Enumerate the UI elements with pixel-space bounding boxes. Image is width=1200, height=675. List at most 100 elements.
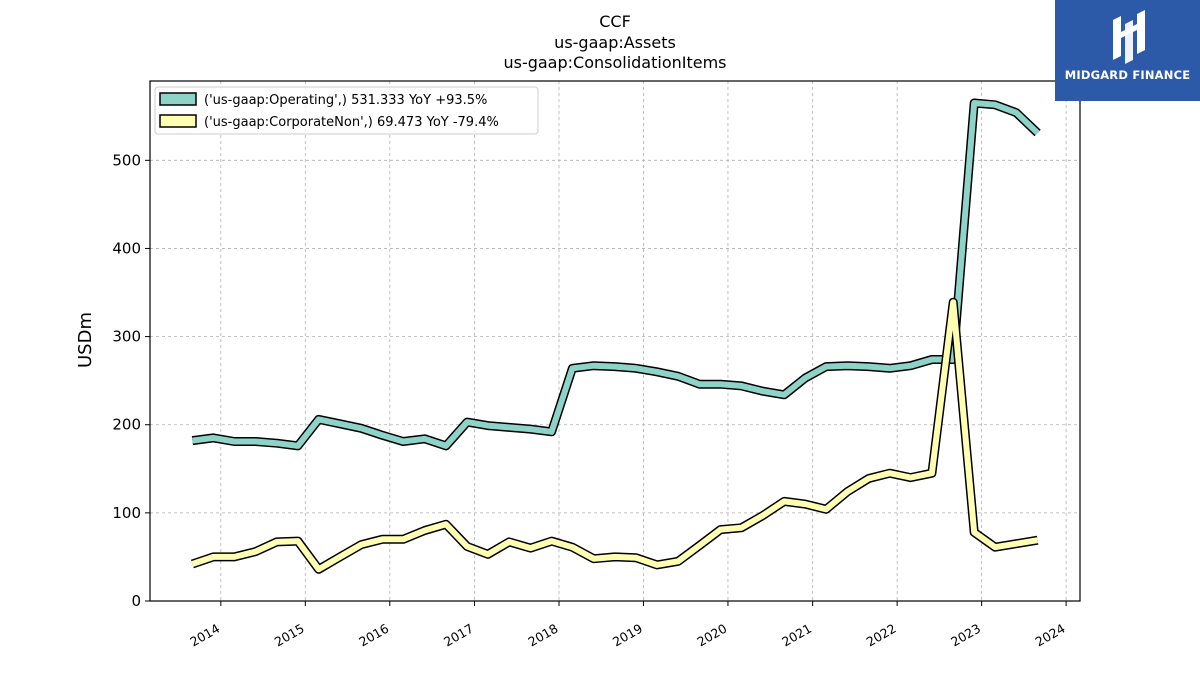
data-point bbox=[720, 529, 721, 530]
x-tick-label: 2019 bbox=[610, 621, 645, 650]
data-point bbox=[446, 524, 447, 525]
data-point bbox=[974, 532, 975, 533]
x-tick-label: 2017 bbox=[441, 621, 476, 650]
data-point bbox=[805, 378, 806, 379]
data-point bbox=[953, 359, 954, 360]
data-point bbox=[487, 554, 488, 555]
data-point bbox=[1016, 112, 1017, 113]
data-point bbox=[297, 541, 298, 542]
data-point bbox=[530, 429, 531, 430]
midgard-logo-mark-icon bbox=[1113, 10, 1145, 64]
data-point bbox=[424, 530, 425, 531]
x-tick-label: 2015 bbox=[272, 621, 307, 650]
data-point bbox=[931, 359, 932, 360]
data-point bbox=[318, 419, 319, 420]
data-point bbox=[234, 441, 235, 442]
x-tick-label: 2020 bbox=[694, 621, 729, 650]
data-point bbox=[1037, 540, 1038, 541]
data-point bbox=[509, 541, 510, 542]
data-point bbox=[995, 547, 996, 548]
data-point bbox=[234, 556, 235, 557]
data-point bbox=[762, 515, 763, 516]
data-point bbox=[931, 473, 932, 474]
y-tick-label: 100 bbox=[112, 504, 141, 522]
data-point bbox=[741, 527, 742, 528]
data-point bbox=[403, 441, 404, 442]
data-point bbox=[572, 547, 573, 548]
data-point bbox=[361, 428, 362, 429]
series-line bbox=[192, 100, 1040, 449]
data-point bbox=[847, 491, 848, 492]
data-point bbox=[255, 551, 256, 552]
data-point bbox=[656, 371, 657, 372]
data-point bbox=[446, 445, 447, 446]
series-1 bbox=[190, 297, 1039, 574]
legend-swatch-corporatenon bbox=[159, 114, 197, 128]
data-point bbox=[615, 556, 616, 557]
data-point bbox=[1016, 543, 1017, 544]
data-point bbox=[889, 368, 890, 369]
data-point bbox=[255, 441, 256, 442]
data-point bbox=[868, 478, 869, 479]
data-point bbox=[593, 558, 594, 559]
data-point bbox=[382, 435, 383, 436]
y-axis: 0 100 200 300 400 500 bbox=[112, 151, 150, 610]
plot-frame bbox=[149, 80, 1081, 602]
data-point bbox=[382, 539, 383, 540]
data-point bbox=[276, 443, 277, 444]
data-point bbox=[318, 569, 319, 570]
data-point bbox=[995, 104, 996, 105]
data-point bbox=[826, 366, 827, 367]
y-tick-label: 0 bbox=[131, 592, 141, 610]
data-point bbox=[467, 546, 468, 547]
data-point bbox=[910, 477, 911, 478]
data-point bbox=[805, 504, 806, 505]
data-point bbox=[762, 391, 763, 392]
data-point bbox=[615, 366, 616, 367]
y-tick-label: 400 bbox=[112, 239, 141, 257]
data-point bbox=[487, 425, 488, 426]
legend-box bbox=[154, 86, 539, 135]
data-point bbox=[340, 423, 341, 424]
data-point bbox=[636, 368, 637, 369]
data-point bbox=[656, 564, 657, 565]
data-point bbox=[530, 548, 531, 549]
series-line bbox=[191, 299, 1039, 573]
data-point bbox=[276, 541, 277, 542]
data-point bbox=[572, 368, 573, 369]
data-point bbox=[340, 556, 341, 557]
midgard-finance-logo: MIDGARD FINANCE bbox=[1055, 0, 1200, 101]
x-tick-label: 2022 bbox=[864, 621, 899, 650]
legend-label-operating: ('us-gaap:Operating',) 531.333 YoY +93.5… bbox=[204, 93, 487, 108]
data-point bbox=[784, 501, 785, 502]
data-point bbox=[467, 422, 468, 423]
data-point bbox=[889, 473, 890, 474]
series-0 bbox=[191, 98, 1041, 451]
x-tick-label: 2014 bbox=[187, 621, 222, 650]
data-point bbox=[826, 509, 827, 510]
y-tick-label: 200 bbox=[112, 416, 141, 434]
chart-title-line-2: us-gaap:Assets bbox=[554, 33, 676, 52]
data-point bbox=[699, 545, 700, 546]
y-tick-label: 300 bbox=[112, 328, 141, 346]
legend: ('us-gaap:Operating',) 531.333 YoY +93.5… bbox=[154, 86, 539, 135]
y-tick-label: 500 bbox=[112, 151, 141, 169]
data-point bbox=[953, 302, 954, 303]
data-point bbox=[213, 437, 214, 438]
x-tick-label: 2021 bbox=[779, 621, 814, 650]
data-point bbox=[509, 427, 510, 428]
grid bbox=[150, 81, 1080, 602]
data-point bbox=[297, 445, 298, 446]
data-point bbox=[593, 365, 594, 366]
data-point bbox=[551, 541, 552, 542]
chart-title: CCF us-gaap:Assets us-gaap:Consolidation… bbox=[503, 12, 726, 72]
data-point bbox=[847, 365, 848, 366]
data-point bbox=[403, 539, 404, 540]
legend-swatch-operating bbox=[159, 92, 197, 106]
data-point bbox=[678, 561, 679, 562]
data-point bbox=[974, 103, 975, 104]
data-point bbox=[678, 376, 679, 377]
x-tick-label: 2024 bbox=[1033, 621, 1068, 650]
logo-text: MIDGARD FINANCE bbox=[1064, 68, 1191, 82]
